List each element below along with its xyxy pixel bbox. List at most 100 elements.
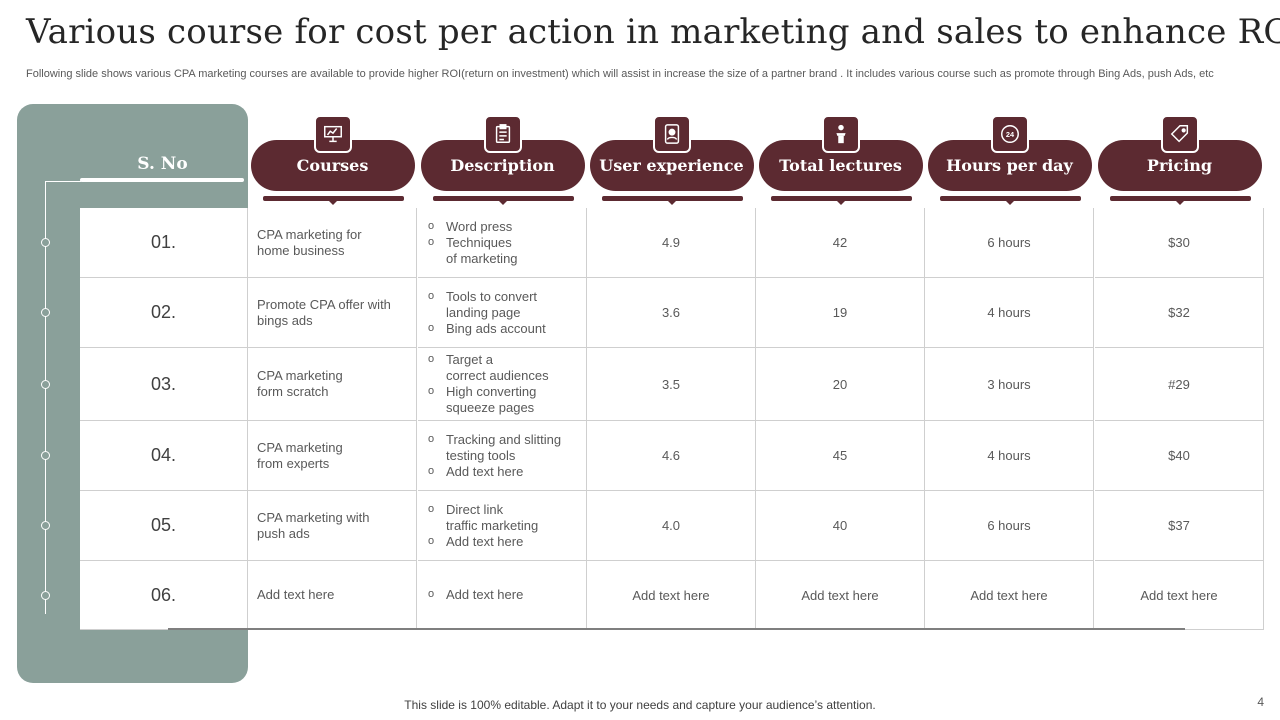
header-pointer <box>497 200 508 205</box>
hours-per-day-cell: 6 hours <box>925 491 1094 561</box>
serial-number-cell: 06. <box>80 561 248 630</box>
total-lectures-cell: Add text here <box>756 561 925 630</box>
description-bullet: Add text here <box>428 533 538 550</box>
pricing-cell: Add text here <box>1095 561 1264 630</box>
description-bullet: Techniques of marketing <box>428 234 518 267</box>
description-bullet: Bing ads account <box>428 320 546 337</box>
hours-per-day-cell: 4 hours <box>925 421 1094 491</box>
user-experience-cell: Add text here <box>587 561 756 630</box>
total-lectures-cell: 20 <box>756 348 925 421</box>
table-bottom-rule <box>168 628 1185 630</box>
header-underbar <box>601 196 743 201</box>
clipboard-checklist-icon <box>483 115 522 153</box>
header-underbar <box>939 196 1081 201</box>
header-underbar <box>770 196 912 201</box>
timeline-line <box>45 182 46 614</box>
hours-per-day-cell: 6 hours <box>925 208 1094 278</box>
slide-subtitle: Following slide shows various CPA market… <box>26 68 1214 80</box>
svg-text:24: 24 <box>1005 130 1014 139</box>
user-experience-cell: 4.6 <box>587 421 756 491</box>
header-underbar <box>432 196 574 201</box>
serial-number-cell: 01. <box>80 208 248 278</box>
timeline-dot <box>41 451 50 460</box>
serial-number-header: S. No <box>137 154 188 174</box>
footer-note: This slide is 100% editable. Adapt it to… <box>404 698 876 712</box>
course-cell: Promote CPA offer with bings ads <box>248 278 417 348</box>
course-cell: CPA marketing with push ads <box>248 491 417 561</box>
pricing-cell: #29 <box>1095 348 1264 421</box>
table-row: 01. CPA marketing for home business Word … <box>80 208 1264 278</box>
description-bullet: High converting squeeze pages <box>428 383 549 416</box>
timeline-dot <box>41 590 50 600</box>
description-bullet: Tools to convert landing page <box>428 288 546 321</box>
header-pointer <box>666 200 677 205</box>
serial-number-underline <box>80 178 244 182</box>
header-underbar <box>262 196 404 201</box>
table-row: 02. Promote CPA offer with bings ads Tools… <box>80 278 1264 348</box>
timeline-dot <box>41 521 50 530</box>
column-header-user-experience: User experience <box>589 140 754 191</box>
description-list: Add text here <box>428 586 523 603</box>
total-lectures-cell: 19 <box>756 278 925 348</box>
total-lectures-cell: 42 <box>756 208 925 278</box>
description-list: Word pressTechniques of marketing <box>428 218 518 267</box>
description-bullet: Tracking and slitting testing tools <box>428 431 561 464</box>
description-bullet: Direct link traffic marketing <box>428 501 538 534</box>
course-text: CPA marketing from experts <box>257 439 343 471</box>
description-list: Direct link traffic marketingAdd text he… <box>428 501 538 550</box>
course-text: Add text here <box>257 587 335 602</box>
lecturer-podium-icon <box>821 115 860 153</box>
column-header-hours-per-day: Hours per day <box>927 140 1092 191</box>
description-bullet: Add text here <box>428 586 523 603</box>
user-experience-cell: 3.6 <box>587 278 756 348</box>
description-cell: Direct link traffic marketingAdd text he… <box>418 491 587 561</box>
presentation-board-icon <box>313 115 352 153</box>
course-cell: CPA marketing form scratch <box>248 348 417 421</box>
description-bullet: Add text here <box>428 463 561 480</box>
pricing-cell: $37 <box>1095 491 1264 561</box>
page-number: 4 <box>1257 695 1264 709</box>
description-list: Tools to convert landing pageBing ads ac… <box>428 288 546 337</box>
header-pointer <box>1174 200 1185 205</box>
timeline-dot <box>41 238 50 247</box>
pricing-cell: $30 <box>1095 208 1264 278</box>
column-header-description: Description <box>420 140 585 191</box>
table-row: 05. CPA marketing with push ads Direct lin… <box>80 491 1264 561</box>
header-pointer <box>835 200 846 205</box>
course-cell: Add text here <box>248 561 417 630</box>
price-tag-icon <box>1160 115 1199 153</box>
tablet-user-icon <box>652 115 691 153</box>
user-experience-cell: 4.9 <box>587 208 756 278</box>
description-bullet: Word press <box>428 218 518 235</box>
pricing-cell: $40 <box>1095 421 1264 491</box>
description-list: Tracking and slitting testing toolsAdd t… <box>428 431 561 480</box>
serial-number-cell: 03. <box>80 348 248 421</box>
timeline-connector <box>45 181 81 182</box>
total-lectures-cell: 40 <box>756 491 925 561</box>
description-cell: Tracking and slitting testing toolsAdd t… <box>418 421 587 491</box>
description-cell: Word pressTechniques of marketing <box>418 208 587 278</box>
course-text: CPA marketing form scratch <box>257 368 343 399</box>
user-experience-cell: 4.0 <box>587 491 756 561</box>
serial-number-cell: 02. <box>80 278 248 348</box>
header-pointer <box>327 200 338 205</box>
total-lectures-cell: 45 <box>756 421 925 491</box>
serial-number-cell: 04. <box>80 421 248 491</box>
slide-title: Various course for cost per action in ma… <box>26 12 1280 52</box>
header-underbar <box>1109 196 1251 201</box>
hours-per-day-cell: Add text here <box>925 561 1094 630</box>
description-bullet: Target a correct audiences <box>428 351 549 384</box>
hours-per-day-cell: 4 hours <box>925 278 1094 348</box>
timeline-dot <box>41 308 50 317</box>
course-text: CPA marketing with push ads <box>257 509 370 541</box>
description-cell: Tools to convert landing pageBing ads ac… <box>418 278 587 348</box>
serial-number-cell: 05. <box>80 491 248 561</box>
24-hours-clock-icon: 24 <box>990 115 1029 153</box>
description-cell: Target a correct audiencesHigh convertin… <box>418 348 587 421</box>
course-text: CPA marketing for home business <box>257 226 362 258</box>
course-cell: CPA marketing for home business <box>248 208 417 278</box>
description-cell: Add text here <box>418 561 587 630</box>
header-pointer <box>1004 200 1015 205</box>
course-text: Promote CPA offer with bings ads <box>257 296 391 328</box>
